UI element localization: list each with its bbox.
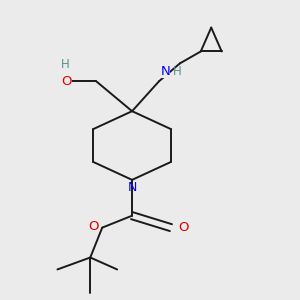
Text: O: O — [89, 220, 99, 232]
Text: O: O — [178, 221, 189, 234]
Text: N: N — [128, 182, 137, 194]
Text: O: O — [61, 75, 72, 88]
Text: H: H — [61, 58, 69, 71]
Text: N: N — [160, 65, 170, 78]
Text: H: H — [172, 65, 181, 78]
